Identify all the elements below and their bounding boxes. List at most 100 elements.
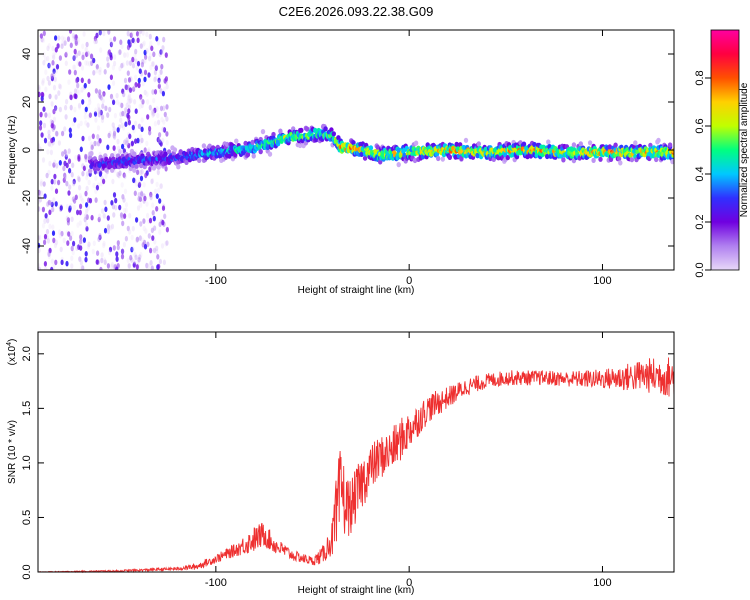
spectrogram-cell xyxy=(95,67,99,74)
spectrogram-cell xyxy=(670,159,674,165)
spectrogram-cell xyxy=(73,64,77,71)
spectrogram-cell xyxy=(70,216,74,223)
spectrogram-cell xyxy=(80,77,84,84)
spectrogram-cell xyxy=(613,142,618,148)
spectrogram-cell xyxy=(73,93,77,99)
spectrogram-cell xyxy=(63,40,67,46)
spectrogram-cell xyxy=(50,101,54,107)
spectrogram-cell xyxy=(120,102,124,109)
spectrogram-cell xyxy=(143,243,148,250)
spectrogram-cell xyxy=(41,206,46,213)
spectrogram-cell xyxy=(106,61,111,68)
spectrogram-cell xyxy=(103,257,107,263)
spectrogram-cell xyxy=(98,232,102,239)
spectrogram-cell xyxy=(72,55,76,61)
spectrogram-cell xyxy=(64,52,68,58)
spectrogram-cell xyxy=(128,60,133,66)
spectrogram-cell xyxy=(139,175,144,182)
spectrogram-cell xyxy=(135,31,140,37)
spectrogram-cell xyxy=(155,193,159,199)
spectrogram-cell xyxy=(85,163,89,170)
spectrogram-cell xyxy=(48,209,52,216)
spectrogram-cell xyxy=(78,234,82,240)
spectrogram-cell xyxy=(111,203,115,210)
spectrogram-cell xyxy=(46,238,51,244)
spectrogram-cell xyxy=(55,163,59,169)
spectrogram-cell xyxy=(67,190,71,196)
spectrogram-x-axis-label: Height of straight line (km) xyxy=(298,285,415,296)
spectrogram-cell xyxy=(124,207,128,214)
spectrogram-cell xyxy=(86,205,91,211)
spectrogram-cell xyxy=(77,156,81,162)
spectrogram-cell xyxy=(106,62,110,69)
spectrogram-cell xyxy=(149,247,153,254)
spectrogram-cell xyxy=(162,105,166,111)
spectrogram-cell xyxy=(158,258,162,265)
spectrogram-cell xyxy=(69,235,73,241)
spectrogram-cell xyxy=(165,83,169,90)
spectrogram-cell xyxy=(113,150,117,156)
spectrogram-cell xyxy=(44,56,48,62)
spectrogram-cell xyxy=(128,229,132,235)
spectrogram-cell xyxy=(62,36,67,43)
spectrogram-cell xyxy=(103,199,107,206)
spectrogram-cell xyxy=(148,166,152,172)
spectrogram-cell xyxy=(79,203,83,210)
spectrogram-cell xyxy=(375,144,380,150)
spectrogram-y-ticks: -40 -20 0 20 40 xyxy=(21,48,674,254)
spectrogram-cell xyxy=(152,111,156,117)
spectrogram-cell xyxy=(119,117,123,124)
spectrogram-panel: -100 0 100 -40 -20 0 20 40 Height of straight … xyxy=(7,29,675,296)
spectrogram-cell xyxy=(162,36,166,43)
spectrogram-cell xyxy=(53,173,57,180)
spectrogram-cell xyxy=(160,49,164,55)
spectrogram-cell xyxy=(91,248,95,255)
spectrogram-cell xyxy=(132,258,136,265)
spectrogram-cell xyxy=(93,38,97,45)
spectrogram-cell xyxy=(73,69,77,76)
spectrogram-cell xyxy=(144,172,148,179)
spectrogram-cell xyxy=(44,69,48,75)
spectrogram-y-tick-label: -20 xyxy=(21,190,33,206)
spectrogram-cell xyxy=(72,64,76,70)
spectrogram-cell xyxy=(142,218,146,224)
spectrogram-cell xyxy=(72,54,76,61)
spectrogram-cell xyxy=(139,221,143,227)
spectrogram-cell xyxy=(141,30,145,36)
spectrogram-cell xyxy=(151,210,155,216)
spectrogram-cell xyxy=(117,172,121,179)
spectrogram-cell xyxy=(571,142,577,148)
spectrogram-cell xyxy=(157,119,161,126)
spectrogram-cell xyxy=(158,139,162,146)
spectrogram-cell xyxy=(149,194,153,201)
spectrogram-cell xyxy=(142,239,147,246)
spectrogram-cell xyxy=(38,198,41,205)
spectrogram-cell xyxy=(159,69,163,75)
spectrogram-cell xyxy=(139,30,143,34)
spectrogram-cell xyxy=(140,237,145,243)
spectrogram-cell xyxy=(120,43,124,50)
spectrogram-cell xyxy=(56,43,60,49)
spectrogram-cell xyxy=(114,197,118,204)
spectrogram-cell xyxy=(73,117,77,123)
spectrogram-cell xyxy=(55,64,60,70)
spectrogram-cell xyxy=(87,96,92,102)
spectrogram-cell xyxy=(44,266,48,270)
spectrogram-cell xyxy=(154,75,158,82)
spectrogram-cell xyxy=(250,139,255,145)
colorbar-tick-label: 0.2 xyxy=(694,214,706,229)
spectrogram-cell xyxy=(98,30,102,36)
spectrogram-cell xyxy=(157,83,161,89)
spectrogram-cell xyxy=(73,106,77,113)
spectrogram-cell xyxy=(107,225,111,232)
spectrogram-cell xyxy=(68,127,72,134)
spectrogram-cell xyxy=(109,225,113,231)
spectrogram-cell xyxy=(85,226,89,232)
spectrogram-cell xyxy=(86,50,90,57)
spectrogram-cell xyxy=(134,82,138,88)
spectrogram-cell xyxy=(116,138,120,145)
spectrogram-cell xyxy=(138,235,142,241)
spectrogram-cell xyxy=(616,156,622,162)
spectrogram-cell xyxy=(128,133,132,140)
